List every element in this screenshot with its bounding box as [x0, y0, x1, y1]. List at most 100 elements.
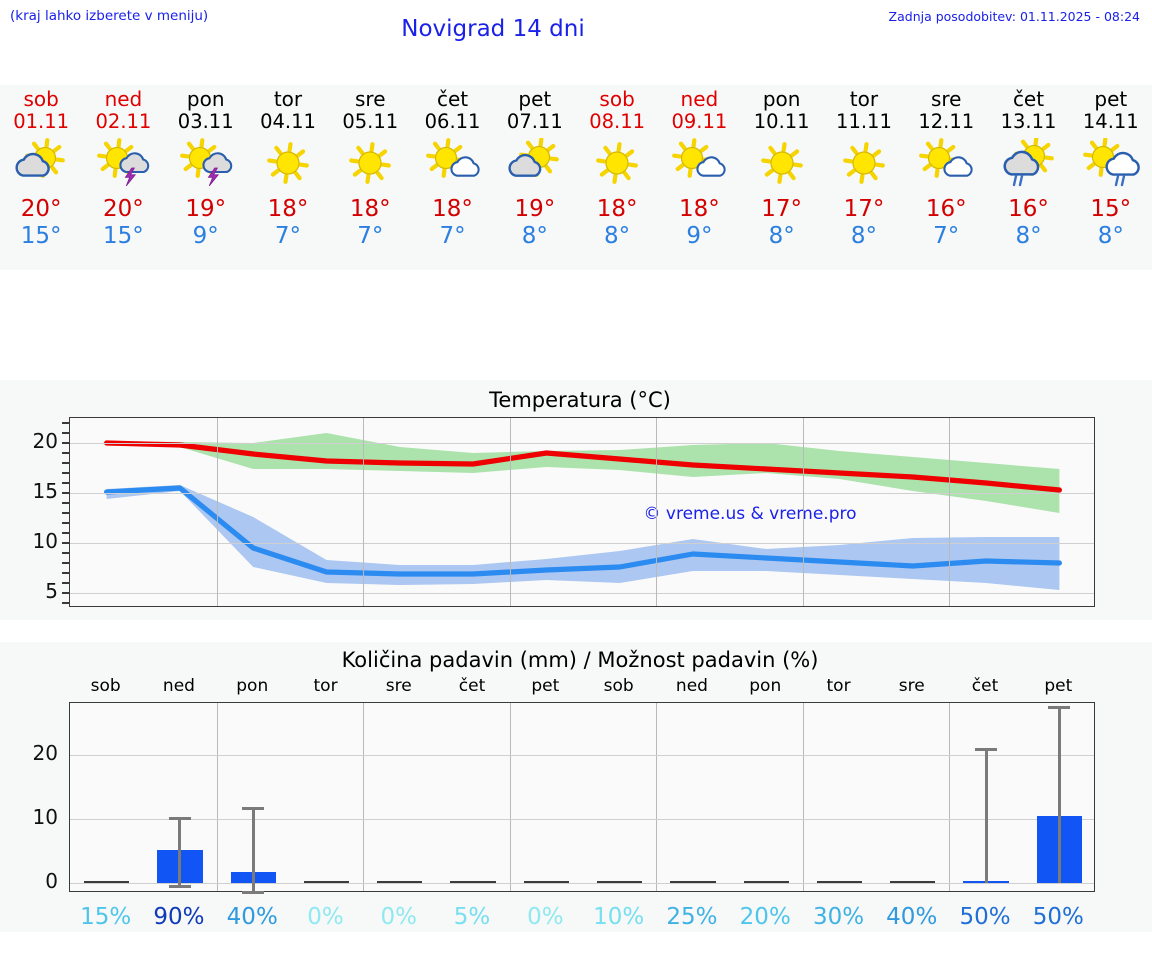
precipitation-bar[interactable] [303, 880, 350, 884]
temperature-y-tick-label: 20 [32, 429, 58, 453]
day-of-week-label: pon [186, 87, 225, 111]
day-of-week-label: čet [436, 87, 469, 111]
precipitation-y-tick-label: 20 [32, 740, 58, 765]
gridline-horizontal [70, 754, 1094, 756]
day-min-temp: 8° [1097, 223, 1124, 249]
precipitation-day-label: tor [826, 676, 851, 696]
precipitation-bar[interactable] [670, 880, 716, 884]
day-of-week-label: pet [518, 87, 552, 111]
day-column[interactable]: tor 04.11 18° 7° [247, 85, 329, 270]
precipitation-bar[interactable] [743, 880, 789, 884]
gridline-vertical [216, 418, 218, 606]
day-date-label: 03.11 [177, 110, 234, 133]
day-of-week-label: pon [762, 87, 801, 111]
day-column[interactable]: čet 13.11 16° 8° [987, 85, 1069, 270]
cloud-behind-sun-icon [506, 136, 564, 192]
day-column[interactable]: tor 11.11 17° 8° [823, 85, 905, 270]
day-date-label: 08.11 [589, 110, 646, 133]
day-of-week-label: ned [680, 87, 719, 111]
precipitation-bar[interactable] [377, 880, 423, 884]
axis-tick-mark [62, 482, 69, 484]
watermark-text: © vreme.us & vreme.pro [643, 504, 857, 524]
precipitation-day-label: pet [531, 676, 560, 696]
day-column[interactable]: sob 08.11 18° 8° [576, 85, 658, 270]
day-date-label: 11.11 [836, 110, 892, 133]
sun-rain-cloud-icon [1082, 136, 1140, 192]
precipitation-day-label: pet [1044, 676, 1073, 696]
temperature-y-tick-label: 15 [32, 479, 58, 503]
day-date-label: 12.11 [918, 110, 975, 133]
day-column[interactable]: pon 03.11 19° 9° [165, 85, 247, 270]
day-max-temp: 17° [761, 196, 803, 222]
day-column[interactable]: čet 06.11 18° 7° [411, 85, 493, 270]
day-of-week-label: sob [23, 87, 59, 111]
day-max-temp: 19° [514, 196, 556, 222]
day-date-label: 14.11 [1082, 110, 1139, 133]
gridline-vertical [949, 703, 951, 891]
gridline-horizontal [70, 443, 1094, 444]
precipitation-y-tick-label: 10 [32, 804, 58, 829]
sun-icon [259, 136, 317, 192]
temperature-series-graphics [103, 433, 1063, 590]
precipitation-bar[interactable] [596, 880, 643, 884]
day-min-temp: 9° [192, 223, 219, 249]
precipitation-bar[interactable] [816, 880, 863, 884]
day-column[interactable]: ned 09.11 18° 9° [658, 85, 740, 270]
day-max-temp: 18° [432, 196, 473, 222]
sun-icon [588, 136, 646, 192]
day-min-temp: 15° [20, 223, 62, 249]
day-column[interactable]: sob 01.11 20° 15° [0, 85, 82, 270]
gridline-vertical [363, 703, 365, 891]
axis-tick-mark [62, 602, 69, 604]
gridline-horizontal [70, 593, 1094, 594]
axis-tick-mark [62, 562, 69, 564]
temperature-plot-area: © vreme.us & vreme.pro [69, 417, 1095, 607]
day-of-week-label: ned [104, 87, 143, 111]
precipitation-bar[interactable] [450, 880, 496, 884]
axis-tick-mark [62, 532, 69, 534]
precipitation-probability-label: 20% [739, 904, 791, 930]
temperature-chart-section: Temperatura (°C) © vreme.us & vreme.pro … [0, 380, 1152, 620]
page-title: Novigrad 14 dni [401, 16, 585, 42]
gridline-vertical [802, 418, 804, 606]
day-min-temp: 9° [686, 223, 713, 249]
last-updated-text: Zadnja posodobitev: 01.11.2025 - 08:24 [888, 9, 1140, 24]
axis-tick-mark [62, 582, 69, 584]
day-date-label: 04.11 [260, 110, 316, 133]
precipitation-probability-label: 15% [80, 904, 132, 930]
day-column[interactable]: sre 12.11 16° 7° [905, 85, 987, 270]
precipitation-y-tick-label: 0 [45, 869, 58, 894]
day-date-label: 07.11 [506, 110, 563, 133]
precipitation-probability-label: 90% [153, 904, 205, 930]
precipitation-error-bar [984, 748, 988, 884]
axis-tick-mark [62, 472, 69, 474]
day-column[interactable]: pet 14.11 15° 8° [1070, 85, 1152, 270]
axis-tick-mark [62, 432, 69, 434]
day-column[interactable]: pon 10.11 17° 8° [741, 85, 823, 270]
gridline-vertical [509, 418, 511, 606]
precipitation-day-label: pon [236, 676, 269, 696]
day-date-label: 06.11 [424, 110, 481, 133]
day-column[interactable]: pet 07.11 19° 8° [494, 85, 576, 270]
day-max-temp: 20° [20, 196, 62, 222]
precipitation-probability-label: 0% [527, 904, 564, 930]
day-of-week-label: sob [599, 87, 635, 111]
sun-icon [835, 136, 893, 192]
day-max-temp: 18° [349, 196, 391, 222]
precipitation-day-label: čet [971, 676, 999, 696]
precipitation-day-label: sob [603, 676, 634, 696]
gridline-horizontal [70, 543, 1094, 544]
sun-behind-cloud-icon [12, 136, 70, 192]
day-date-label: 02.11 [95, 110, 152, 133]
gridline-vertical [363, 418, 365, 606]
precipitation-bar[interactable] [890, 880, 936, 884]
day-column[interactable]: sre 05.11 18° 7° [329, 85, 411, 270]
menu-hint-text: (kraj lahko izberete v meniju) [10, 8, 209, 24]
precipitation-bar[interactable] [523, 880, 569, 884]
temperature-y-tick-label: 5 [45, 579, 58, 603]
precipitation-bar[interactable] [83, 880, 130, 884]
day-column[interactable]: ned 02.11 20° 15° [82, 85, 164, 270]
precipitation-probability-label: 50% [1032, 904, 1084, 930]
gridline-vertical [216, 703, 218, 891]
day-date-label: 09.11 [671, 110, 728, 133]
